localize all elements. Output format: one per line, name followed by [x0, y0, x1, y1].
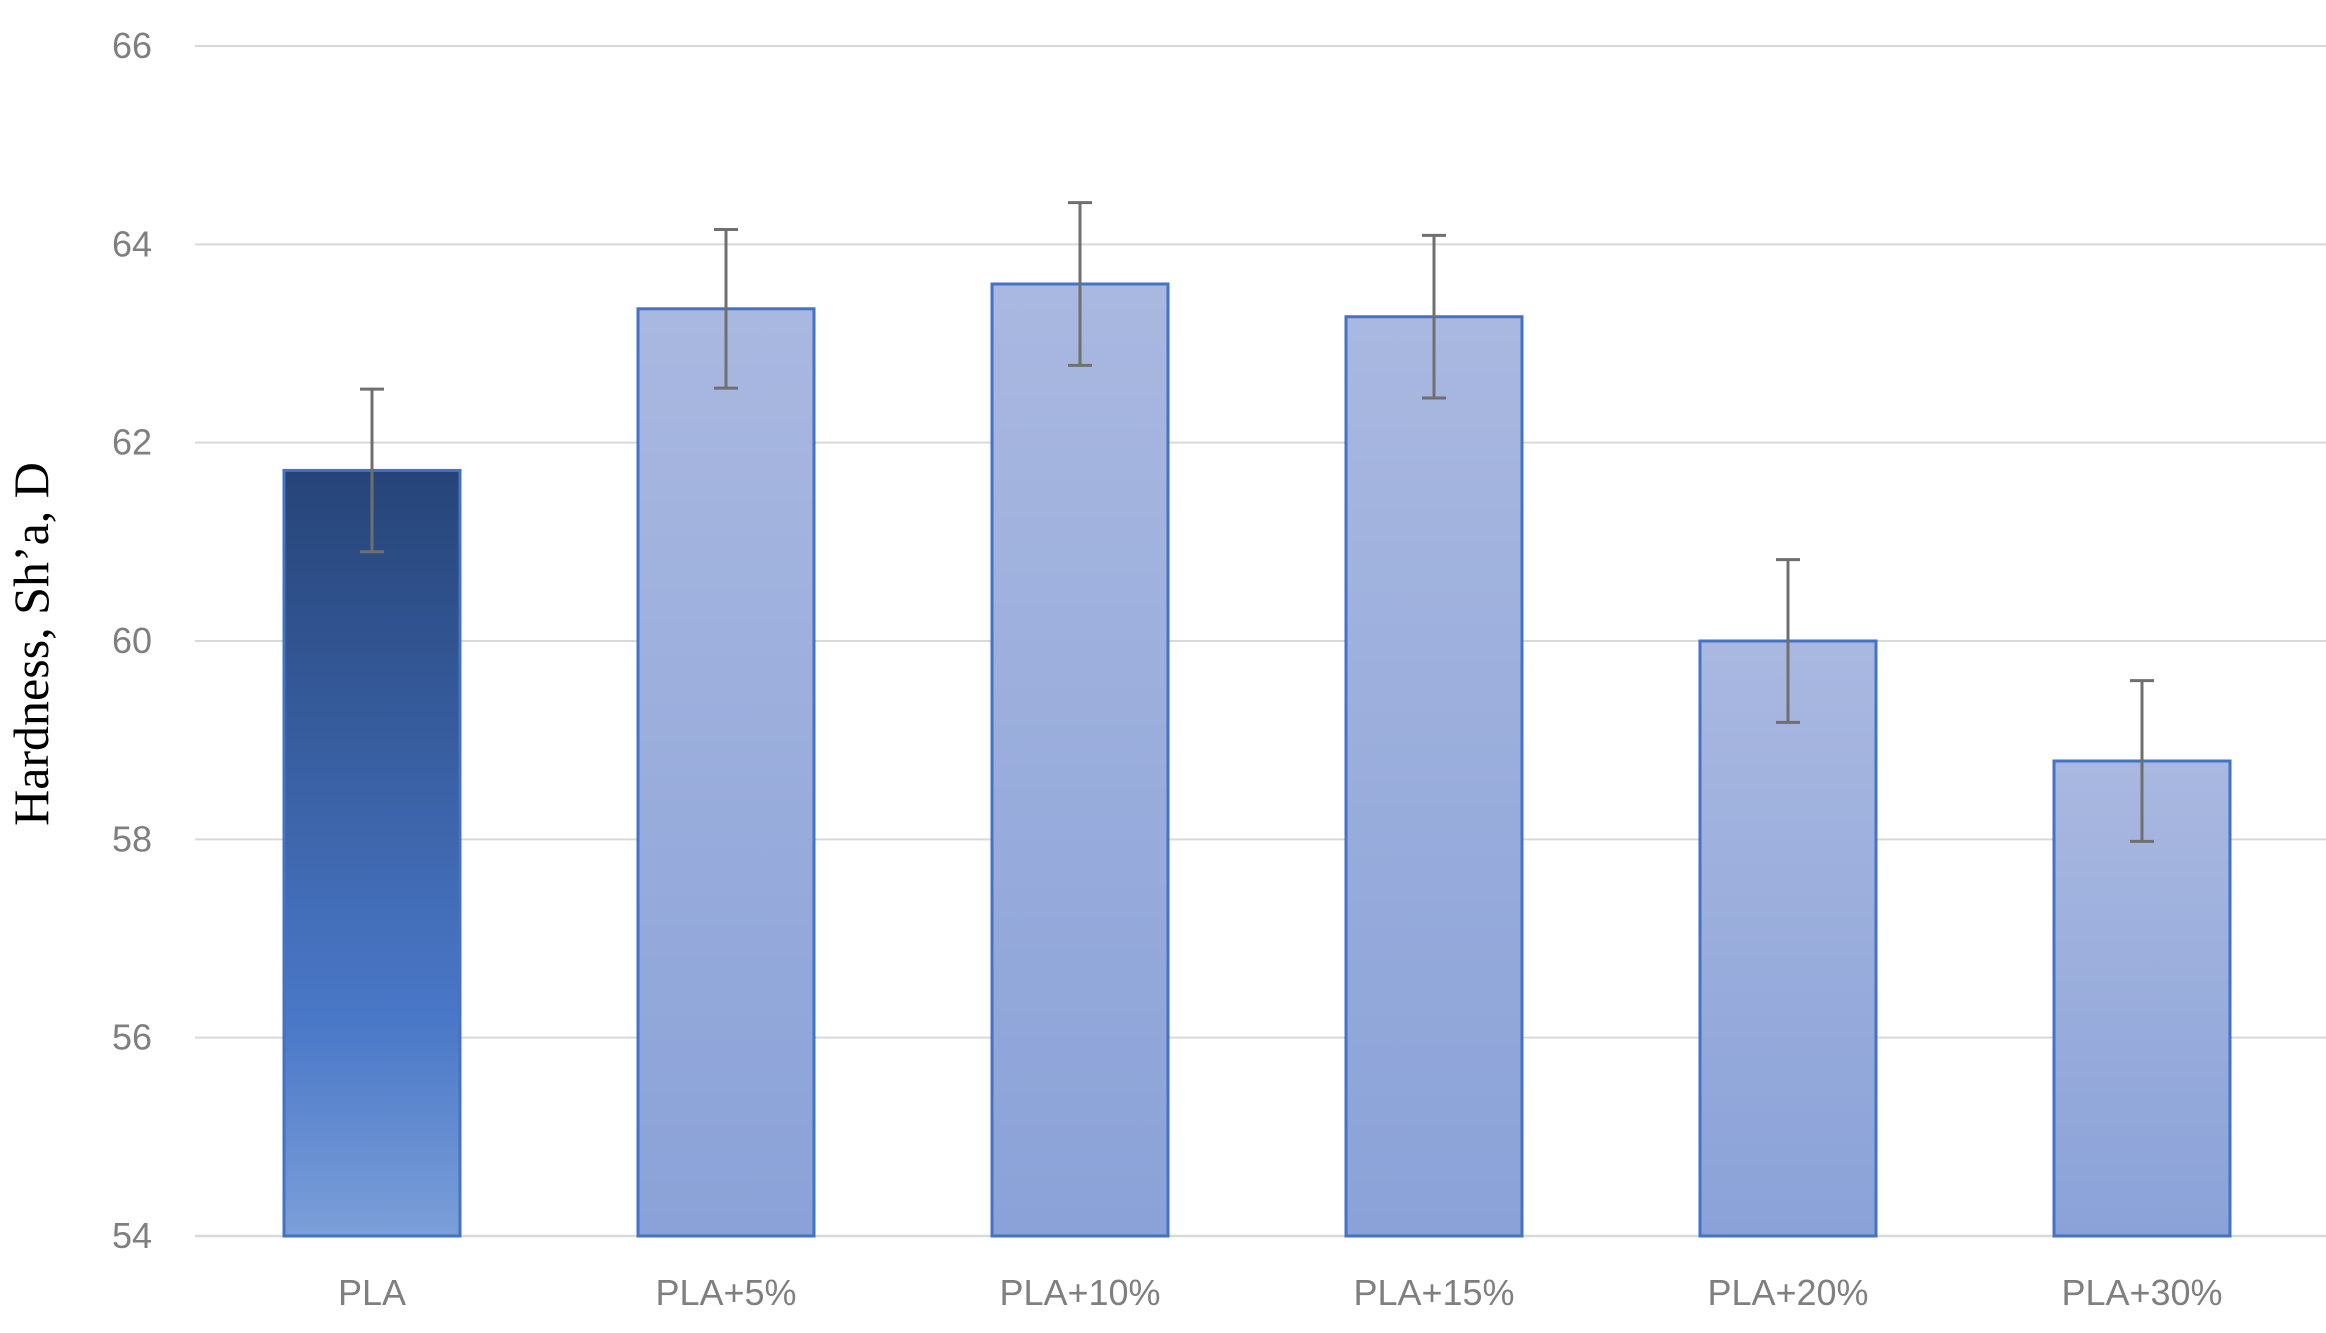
x-tick-label: PLA+5% [655, 1272, 796, 1313]
x-tick-label: PLA+15% [1353, 1272, 1514, 1313]
y-tick-label: 64 [112, 223, 152, 264]
bar-pla-15 [1344, 315, 1524, 1238]
bar-pla-5 [636, 307, 816, 1238]
error-bar [1776, 558, 1800, 724]
y-tick-label: 54 [112, 1215, 152, 1256]
x-tick-label: PLA+20% [1707, 1272, 1868, 1313]
error-bar [360, 387, 384, 554]
x-axis-ticks: PLA PLA+5% PLA+10% PLA+15% PLA+20% PLA+30% [338, 1272, 2223, 1313]
bars [282, 282, 2232, 1238]
x-tick-label: PLA [338, 1272, 406, 1313]
y-axis-label: Hardness, Sh’a, D [3, 462, 59, 826]
gridlines [195, 45, 2326, 1238]
x-tick-label: PLA+10% [999, 1272, 1160, 1313]
bar-pla [282, 468, 462, 1238]
error-bar [714, 227, 738, 390]
error-bar [1068, 201, 1092, 367]
y-tick-label: 60 [112, 620, 152, 661]
error-bar [2130, 679, 2154, 843]
bar-pla-10 [990, 282, 1170, 1238]
error-bar [1422, 233, 1446, 400]
error-bars [360, 201, 2154, 843]
x-tick-label: PLA+30% [2061, 1272, 2222, 1313]
y-axis-ticks: 54 56 58 60 62 64 66 [112, 25, 152, 1256]
y-tick-label: 62 [112, 422, 152, 463]
y-tick-label: 58 [112, 818, 152, 859]
y-tick-label: 56 [112, 1017, 152, 1058]
y-tick-label: 66 [112, 25, 152, 66]
bar-pla-20 [1698, 639, 1878, 1238]
